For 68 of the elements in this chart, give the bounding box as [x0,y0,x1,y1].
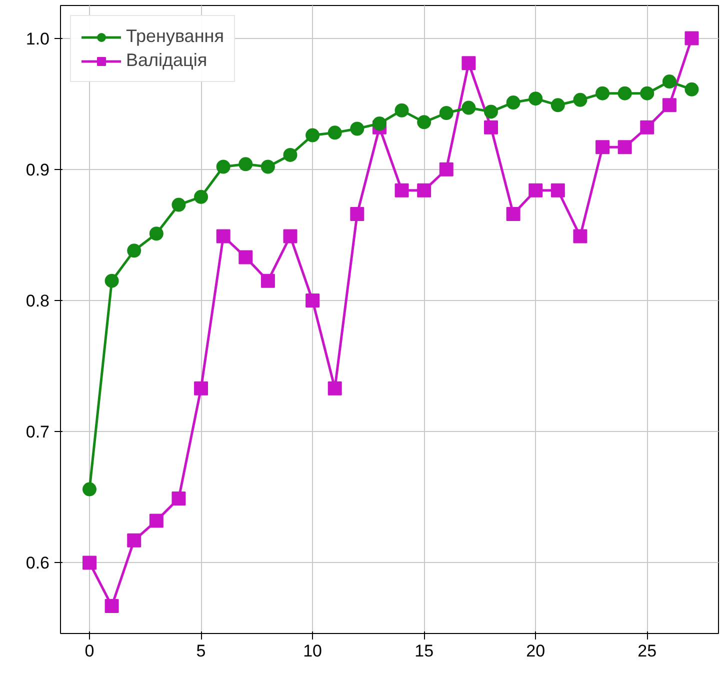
y-tick-label: 1.0 [26,29,50,48]
point [417,115,432,130]
point [127,533,142,548]
x-tick-label: 15 [414,642,434,660]
point [662,74,676,89]
point [372,116,386,130]
point [684,82,699,96]
point [484,104,498,119]
point [640,120,654,134]
point [350,206,364,221]
point [528,92,543,106]
x-tick-label: 25 [638,642,657,660]
point [618,140,632,154]
y-tick-label: 0.8 [26,291,50,310]
point [104,274,119,288]
y-tick-label: 0.9 [26,160,50,180]
point [550,183,565,198]
x-tick-label: 0 [84,642,94,660]
point [306,128,320,142]
point [394,103,409,118]
point [127,244,142,258]
point [439,106,454,120]
point [462,100,476,115]
point [194,190,208,204]
x-tick-label: 10 [303,642,322,660]
point [350,122,364,136]
point [194,381,208,396]
point [484,120,498,134]
point [684,31,699,46]
point [596,86,610,100]
point [238,157,253,172]
point [618,86,632,100]
point [216,160,230,174]
x-tick-label: 5 [196,642,206,660]
point [82,556,96,570]
point [573,92,588,107]
point [283,148,298,162]
point [662,98,676,112]
legend-label: Валідація [126,50,208,71]
point [216,229,230,244]
point [306,293,320,308]
point [328,126,342,140]
point [439,162,454,176]
point [260,160,275,174]
point [149,514,164,528]
y-tick-label: 0.6 [26,554,50,573]
point [283,229,298,244]
point [149,226,164,241]
point [104,598,119,613]
point [550,98,565,112]
point [528,183,543,198]
point [417,183,432,198]
y-tick-label: 0.7 [26,422,50,442]
point [506,206,520,221]
point [82,482,96,496]
point [596,140,610,154]
point [573,229,588,244]
x-tick-label: 20 [526,642,546,660]
point [172,491,186,506]
point [394,183,409,198]
legend-label: Тренування [126,26,224,47]
point [172,198,186,212]
point [462,56,476,70]
point [640,86,654,100]
point [328,381,342,396]
point [260,274,275,288]
point [238,250,253,264]
point [506,96,520,110]
